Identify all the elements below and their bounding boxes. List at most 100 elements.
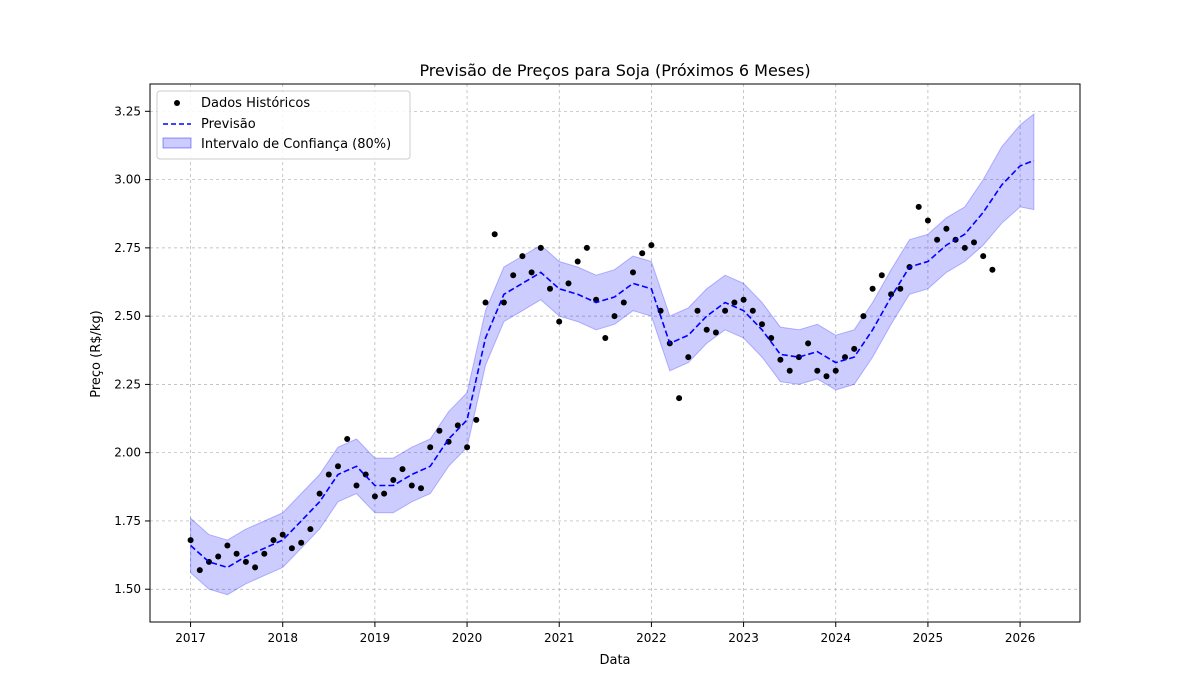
- historical-point: [528, 269, 535, 276]
- historical-point: [362, 471, 369, 478]
- historical-point: [639, 250, 646, 257]
- historical-point: [851, 345, 858, 352]
- historical-point: [583, 244, 590, 251]
- historical-point: [371, 493, 378, 500]
- historical-point: [795, 354, 802, 361]
- forecast-line: [190, 159, 1035, 569]
- y-tick-label: 1.50: [114, 582, 141, 596]
- historical-point: [924, 217, 931, 224]
- historical-point: [620, 299, 627, 306]
- x-tick-label: 2017: [175, 631, 206, 645]
- y-tick-label: 2.75: [114, 241, 141, 255]
- forecast-line-layer: [190, 159, 1035, 569]
- chart-title: Previsão de Preços para Soja (Próximos 6…: [419, 61, 810, 80]
- historical-point: [233, 550, 240, 557]
- historical-point: [270, 537, 277, 544]
- historical-point: [648, 242, 655, 249]
- historical-point: [537, 244, 544, 251]
- historical-point: [187, 537, 194, 544]
- historical-point: [547, 285, 553, 292]
- historical-point: [418, 485, 424, 492]
- historical-point: [298, 539, 305, 546]
- historical-point: [731, 299, 738, 306]
- historical-point: [980, 253, 987, 260]
- x-tick-label: 2020: [452, 631, 483, 645]
- y-tick-label: 2.50: [114, 309, 141, 323]
- x-tick-label: 2024: [820, 631, 851, 645]
- historical-point: [961, 244, 968, 251]
- historical-point: [565, 280, 572, 287]
- legend-marker-interval: [162, 137, 192, 149]
- historical-point: [712, 329, 719, 336]
- historical-point: [805, 340, 812, 347]
- historical-point: [500, 299, 507, 306]
- legend-marker-historical: [174, 100, 180, 106]
- x-tick-label: 2018: [267, 631, 298, 645]
- x-tick-label: 2026: [1005, 631, 1036, 645]
- x-tick-label: 2023: [728, 631, 759, 645]
- historical-point: [722, 307, 729, 314]
- historical-point: [436, 427, 443, 434]
- historical-point: [344, 436, 351, 442]
- y-tick-label: 1.75: [114, 514, 141, 528]
- historical-point: [860, 313, 867, 320]
- historical-point: [491, 231, 498, 238]
- historical-point: [740, 296, 747, 303]
- historical-point: [915, 203, 922, 210]
- historical-point: [943, 225, 950, 232]
- legend-box: [156, 90, 411, 160]
- historical-point: [971, 239, 977, 246]
- x-tick-label: 2019: [360, 631, 391, 645]
- historical-point: [842, 354, 848, 361]
- historical-point: [556, 318, 563, 325]
- historical-point: [611, 313, 618, 320]
- legend-label-interval: Intervalo de Confiança (80%): [201, 137, 391, 152]
- y-tick-label: 2.25: [114, 377, 141, 391]
- historical-point: [196, 567, 203, 574]
- historical-point: [897, 285, 904, 292]
- historical-point: [215, 553, 222, 560]
- historical-point: [823, 373, 830, 380]
- legend-label-historical: Dados Históricos: [201, 96, 310, 111]
- historical-point: [869, 285, 876, 292]
- historical-point: [390, 477, 397, 483]
- historical-point: [242, 558, 249, 565]
- historical-point: [768, 335, 775, 341]
- legend-label-forecast: Previsão: [201, 117, 256, 132]
- y-tick-label: 3.25: [114, 104, 141, 118]
- historical-point: [252, 564, 259, 571]
- historical-point: [777, 356, 784, 363]
- historical-point: [399, 466, 406, 473]
- historical-point: [325, 471, 332, 478]
- historical-point: [749, 307, 756, 314]
- historical-point: [224, 542, 231, 549]
- y-tick-label: 2.00: [114, 446, 141, 460]
- historical-point: [676, 395, 683, 402]
- historical-point: [602, 335, 609, 341]
- historical-point: [279, 531, 286, 538]
- x-axis-ticks: 2017 2018 2019 2020 2021 2022 2023 2024 2025 2026: [175, 622, 1035, 645]
- historical-point: [759, 321, 765, 328]
- historical-point: [381, 490, 388, 497]
- historical-point: [427, 444, 434, 451]
- y-tick-label: 3.00: [114, 173, 141, 187]
- x-axis-label: Data: [599, 653, 630, 668]
- historical-point: [307, 526, 314, 533]
- historical-point: [510, 272, 517, 279]
- historical-point: [832, 367, 839, 374]
- historical-point: [630, 269, 636, 276]
- confidence-band-layer: [190, 112, 1035, 596]
- x-tick-label: 2021: [544, 631, 575, 645]
- historical-point: [786, 367, 793, 374]
- plot-area: [149, 83, 1081, 623]
- historical-point: [934, 236, 941, 243]
- historical-point: [685, 354, 692, 361]
- historical-point: [335, 463, 341, 470]
- historical-point: [288, 545, 295, 552]
- historical-point: [353, 482, 360, 489]
- y-axis-label: Preço (R$/kg): [89, 310, 104, 398]
- historical-point: [989, 266, 996, 273]
- legend: Dados Históricos Previsão Intervalo de C…: [156, 90, 411, 160]
- historical-point: [473, 416, 480, 423]
